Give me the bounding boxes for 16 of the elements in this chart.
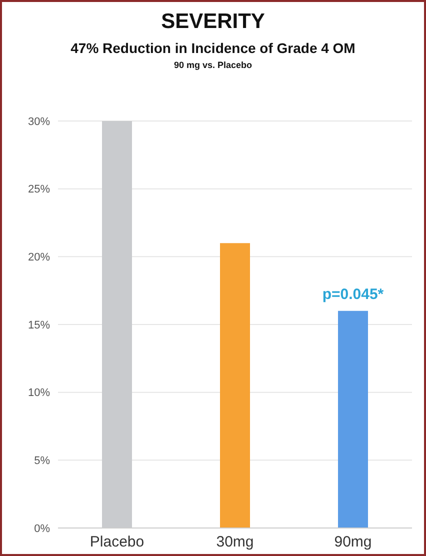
y-tick-label: 20% — [28, 252, 50, 264]
annotation: p=0.045* — [322, 286, 384, 303]
y-tick-label: 10% — [28, 387, 50, 400]
chart-title: SEVERITY — [160, 10, 266, 34]
y-tick-label: 25% — [28, 184, 50, 196]
x-tick-label: 30mg — [216, 534, 254, 551]
bar — [220, 243, 250, 528]
bar — [338, 310, 368, 528]
text: 90 mg vs. Placebo — [172, 60, 254, 70]
y-tick-label: 5% — [34, 455, 50, 468]
y-tick-label: 0% — [34, 522, 50, 535]
y-tick-label: 15% — [28, 319, 50, 332]
y-tick-label: 30% — [28, 116, 50, 128]
x-tick-label: 90mg — [334, 534, 372, 551]
x-tick-label: Placebo — [90, 534, 144, 551]
chart-subtitle: 47% Reduction in Incidence of Grade 4 OM — [70, 40, 356, 56]
